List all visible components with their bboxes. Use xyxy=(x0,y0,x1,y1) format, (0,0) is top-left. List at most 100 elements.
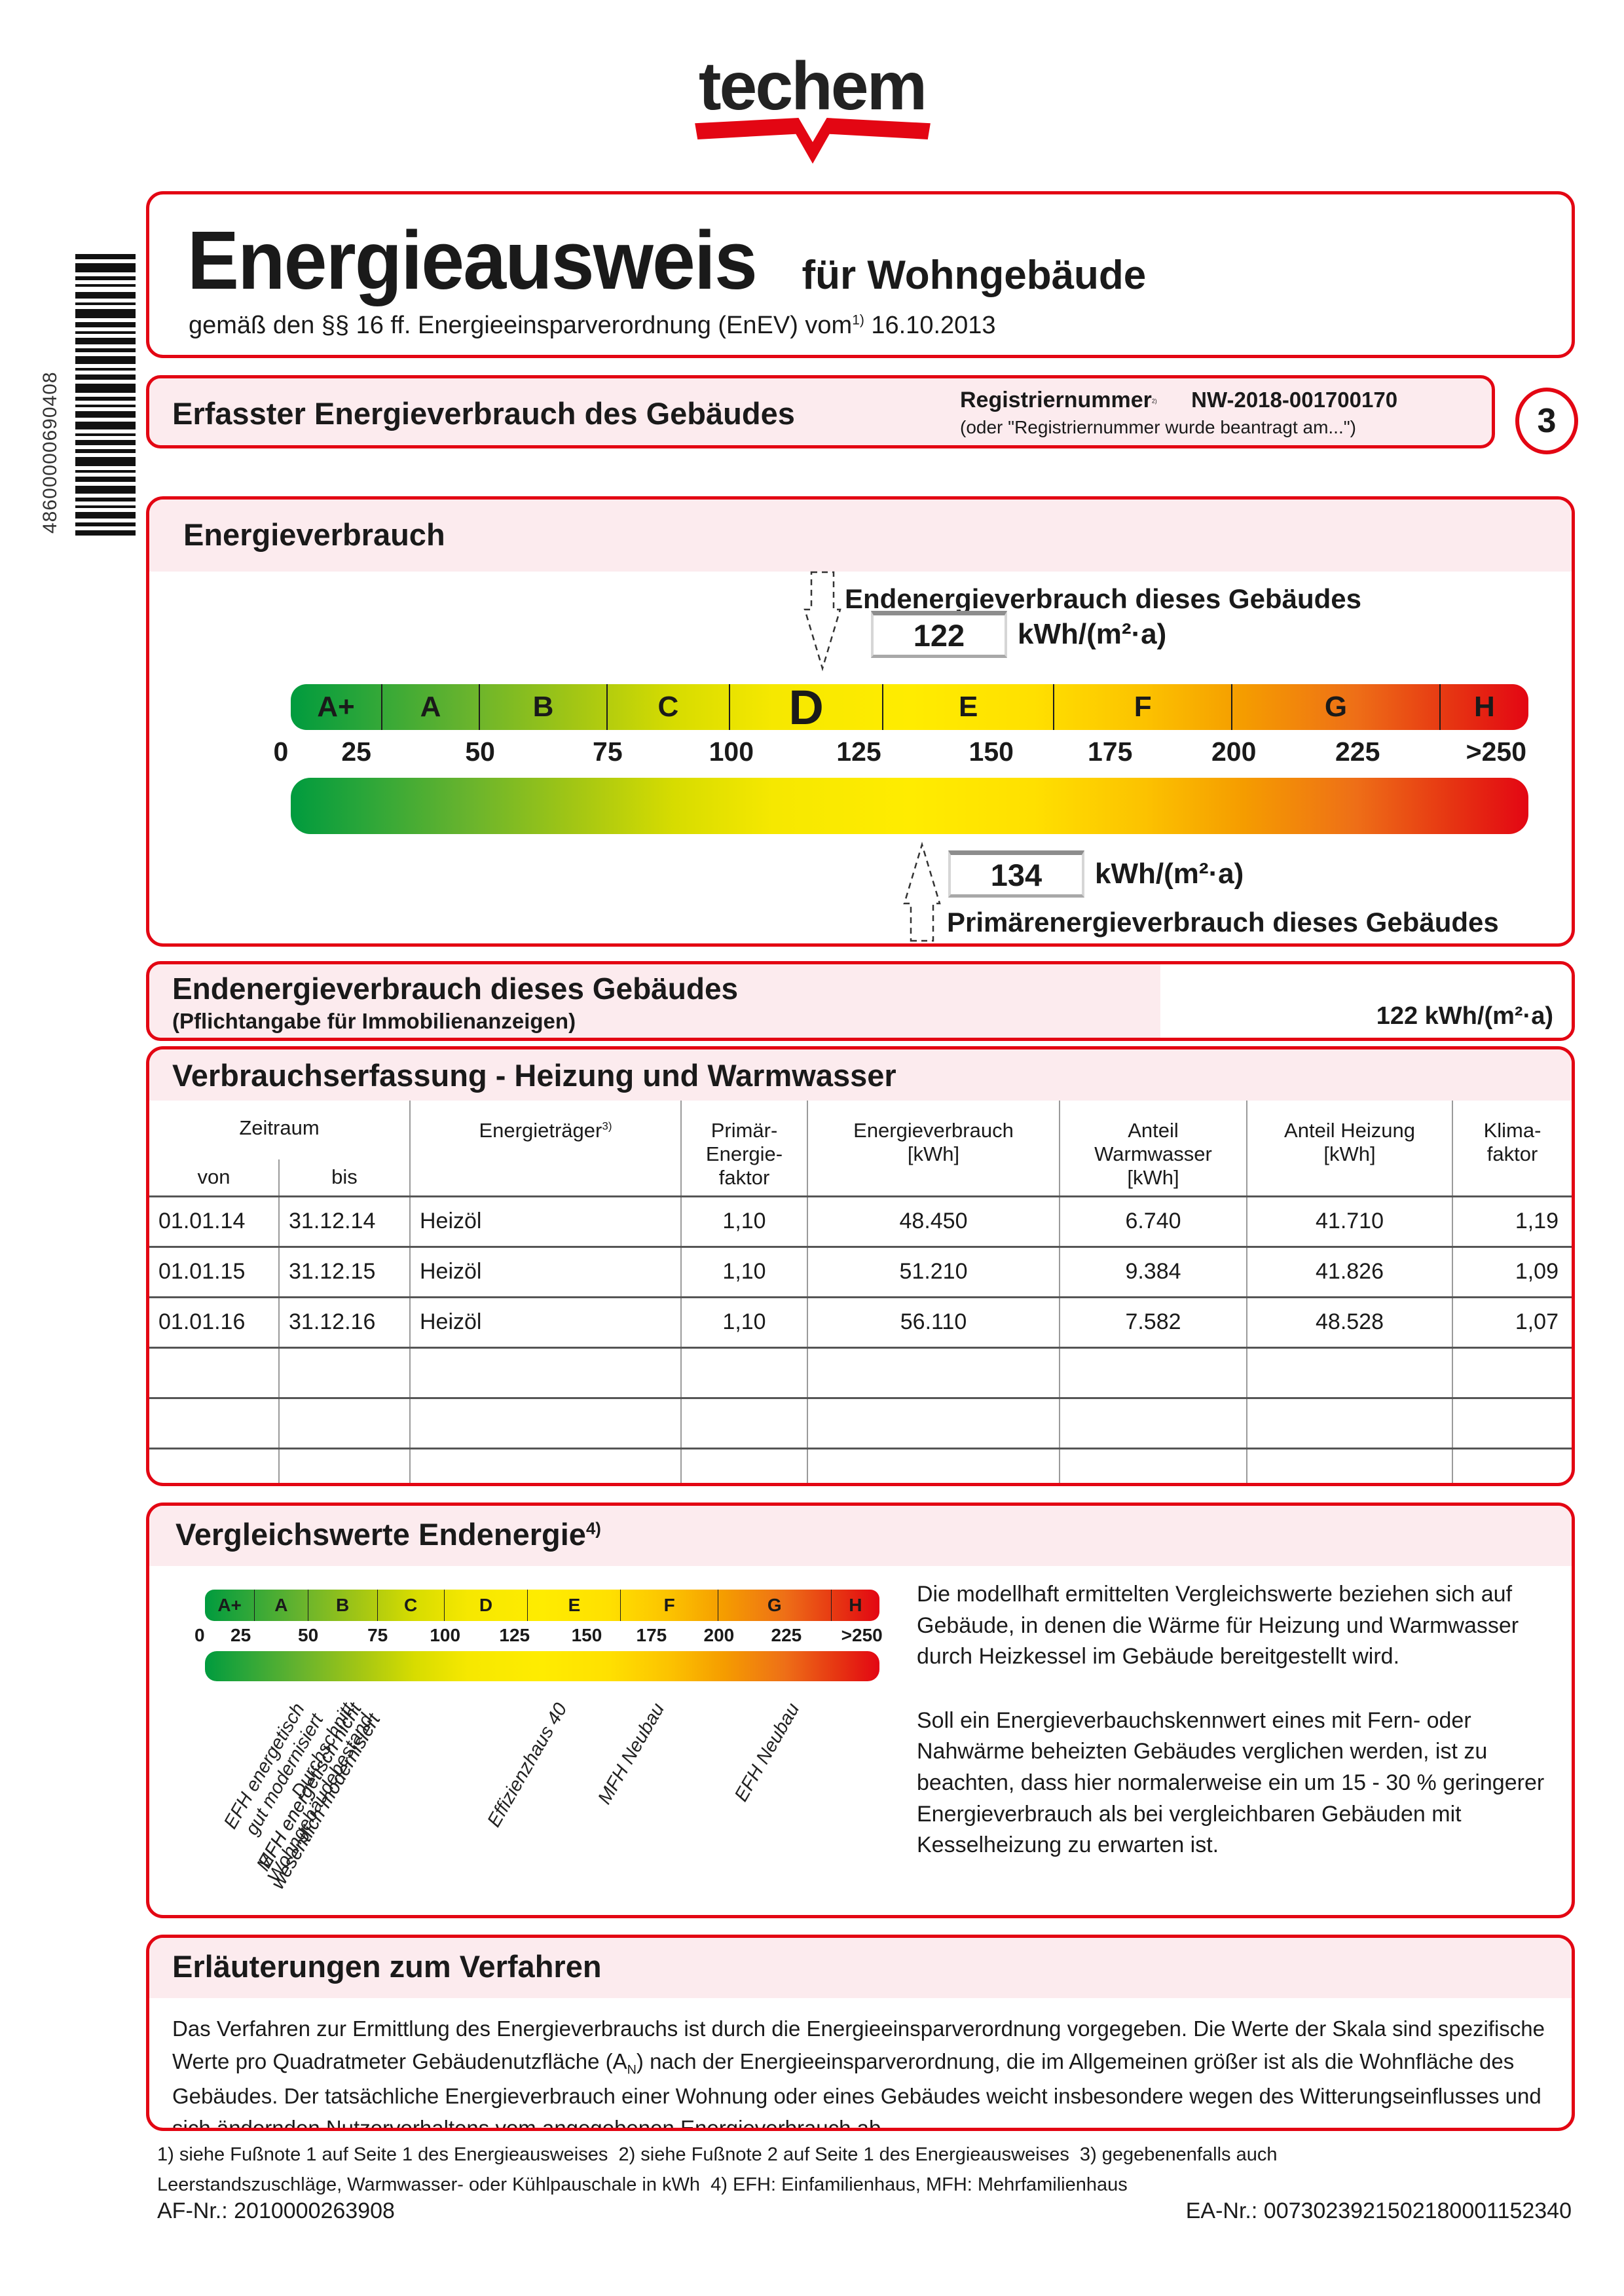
cell-bis: 31.12.14 xyxy=(278,1195,410,1247)
cmp-tick-50: 50 xyxy=(298,1625,319,1645)
cmp-tick-100: 100 xyxy=(430,1625,461,1645)
comparison-explanation: Die modellhaft ermittelten Vergleichswer… xyxy=(917,1579,1572,1861)
cell-klima: 1,09 xyxy=(1452,1245,1572,1297)
tick-150: 150 xyxy=(969,737,1014,767)
cell-von: 01.01.14 xyxy=(149,1195,279,1247)
end-energy-value-row: 122 kWh/(m²·a) xyxy=(871,611,1166,658)
cell-verbrauch: 51.210 xyxy=(807,1245,1060,1297)
cmp-label-efh-neubau: EFH Neubau xyxy=(731,1700,804,1806)
col-anteil-warmwasser: Anteil Warmwasser [kWh] xyxy=(1059,1101,1247,1196)
scale-class-g: G xyxy=(1232,684,1441,730)
comparison-paragraph-1: Die modellhaft ermittelten Vergleichswer… xyxy=(917,1582,1519,1669)
cmp-class-d: D xyxy=(445,1590,528,1621)
scale-class-h: H xyxy=(1473,691,1495,723)
mandatory-value: 122 kWh/(m²·a) xyxy=(1376,1002,1553,1030)
cell-pef: 1,10 xyxy=(680,1195,807,1247)
mandatory-disclosure-box: Endenergieverbrauch dieses Gebäudes (Pfl… xyxy=(146,961,1575,1041)
cell-heizung: 41.826 xyxy=(1246,1245,1452,1297)
tick-100: 100 xyxy=(709,737,754,767)
cell-energietraeger: Heizöl xyxy=(409,1296,681,1347)
cmp-class-a-plus: A+ xyxy=(205,1590,255,1621)
cell-pef: 1,10 xyxy=(680,1245,807,1297)
col-bis: bis xyxy=(278,1159,410,1196)
comparison-header-strip: Vergleichswerte Endenergie4) xyxy=(149,1506,1572,1566)
col-von: von xyxy=(197,1165,231,1188)
registration-label: Registriernummer xyxy=(960,388,1152,412)
cmp-tick-250plus: >250 xyxy=(841,1625,883,1645)
table-row: 01.01.14 31.12.14 Heizöl 1,10 48.450 6.7… xyxy=(149,1195,1572,1247)
document-title-suffix: für Wohngebäude xyxy=(802,253,1147,298)
law-footnote-marker: 1) xyxy=(852,312,864,328)
down-arrow-icon xyxy=(803,571,841,672)
primary-energy-label: Primärenergieverbrauch dieses Gebäudes xyxy=(947,907,1499,938)
techem-swoosh-icon xyxy=(695,118,931,164)
scale-class-e: E xyxy=(883,684,1055,730)
capture-header-box: Erfasster Energieverbrauch des Gebäudes … xyxy=(146,375,1495,448)
cmp-tick-200: 200 xyxy=(703,1625,735,1645)
tick-125: 125 xyxy=(836,737,881,767)
method-header-strip: Erläuterungen zum Verfahren xyxy=(149,1938,1572,1998)
cmp-tick-125: 125 xyxy=(499,1625,530,1645)
table-row: 01.01.16 31.12.16 Heizöl 1,10 56.110 7.5… xyxy=(149,1296,1572,1347)
method-explanation-box: Erläuterungen zum Verfahren Das Verfahre… xyxy=(146,1935,1575,2131)
cmp-class-c: C xyxy=(378,1590,445,1621)
registration-number: NW-2018-001700170 xyxy=(1191,388,1398,412)
consumption-table-box: Verbrauchserfassung - Heizung und Warmwa… xyxy=(146,1046,1575,1486)
barcode-image xyxy=(75,254,136,536)
law-date: 16.10.2013 xyxy=(871,312,996,339)
comparison-box: Vergleichswerte Endenergie4) A+ A B C D … xyxy=(146,1503,1575,1918)
cmp-tick-0: 0 xyxy=(194,1625,205,1645)
cell-warmwasser: 9.384 xyxy=(1059,1245,1247,1297)
end-energy-label: Endenergieverbrauch dieses Gebäudes xyxy=(845,583,1361,614)
energy-section-box: Energieverbrauch Endenergieverbrauch die… xyxy=(146,496,1575,947)
table-title: Verbrauchserfassung - Heizung und Warmwa… xyxy=(172,1058,896,1093)
tick-50: 50 xyxy=(465,737,495,767)
cell-von: 01.01.16 xyxy=(149,1296,279,1347)
tick-200: 200 xyxy=(1211,737,1257,767)
cmp-tick-75: 75 xyxy=(367,1625,388,1645)
techem-logo-text: techem xyxy=(698,48,927,124)
cmp-tick-175: 175 xyxy=(636,1625,667,1645)
document-id-line: AF-Nr.: 2010000263908 EA-Nr.: 0073023921… xyxy=(157,2198,1572,2224)
cell-klima: 1,19 xyxy=(1452,1195,1572,1247)
cell-warmwasser: 7.582 xyxy=(1059,1296,1247,1347)
tick-25: 25 xyxy=(341,737,371,767)
scale-class-d-highlight: D xyxy=(730,680,884,735)
mandatory-title: Endenergieverbrauch dieses Gebäudes xyxy=(172,972,739,1006)
cell-heizung: 41.710 xyxy=(1246,1195,1452,1247)
mandatory-value-panel xyxy=(1160,964,1572,1038)
table-row: 01.01.15 31.12.15 Heizöl 1,10 51.210 9.3… xyxy=(149,1245,1572,1297)
cmp-tick-150: 150 xyxy=(571,1625,602,1645)
scale-class-a-plus: A+ xyxy=(291,684,382,730)
law-reference-text: gemäß den §§ 16 ff. Energieeinsparverord… xyxy=(189,312,853,339)
tick-250plus: >250 xyxy=(1466,737,1527,767)
scale-class-a: A xyxy=(382,684,481,730)
cell-bis: 31.12.16 xyxy=(278,1296,410,1347)
tick-225: 225 xyxy=(1335,737,1380,767)
cell-bis: 31.12.15 xyxy=(278,1245,410,1297)
energy-section-title: Energieverbrauch xyxy=(183,517,445,552)
cmp-label-effizienzhaus-40: Effizienzhaus 40 xyxy=(483,1700,572,1831)
cmp-class-h: H xyxy=(849,1595,862,1615)
primary-energy-value-row: 134 kWh/(m²·a) xyxy=(948,850,1244,898)
registration-footnote-marker: 2) xyxy=(1151,397,1157,405)
cmp-class-e: E xyxy=(528,1590,621,1621)
table-row-empty xyxy=(149,1396,1572,1448)
comparison-gradient-band xyxy=(205,1651,879,1681)
col-energietraeger: Energieträger3) xyxy=(409,1101,681,1196)
cell-klima: 1,07 xyxy=(1452,1296,1572,1347)
cmp-tick-25: 25 xyxy=(231,1625,251,1645)
law-reference: gemäß den §§ 16 ff. Energieeinsparverord… xyxy=(149,308,1572,340)
col-energieverbrauch: Energieverbrauch [kWh] xyxy=(807,1101,1060,1196)
af-number: AF-Nr.: 2010000263908 xyxy=(157,2198,395,2223)
tick-175: 175 xyxy=(1087,737,1133,767)
col-zeitraum: Zeitraum xyxy=(239,1116,320,1139)
cmp-tick-225: 225 xyxy=(771,1625,802,1645)
registration-note: (oder "Registriernummer wurde beantragt … xyxy=(960,417,1356,437)
tick-75: 75 xyxy=(593,737,623,767)
title-box: Energieausweis für Wohngebäude gemäß den … xyxy=(146,191,1575,358)
mandatory-subtitle: (Pflichtangabe für Immobilienanzeigen) xyxy=(172,1009,576,1033)
tick-0: 0 xyxy=(273,737,289,767)
col-klimafaktor: Klima- faktor xyxy=(1452,1101,1572,1196)
capture-title: Erfasster Energieverbrauch des Gebäudes xyxy=(172,396,795,431)
